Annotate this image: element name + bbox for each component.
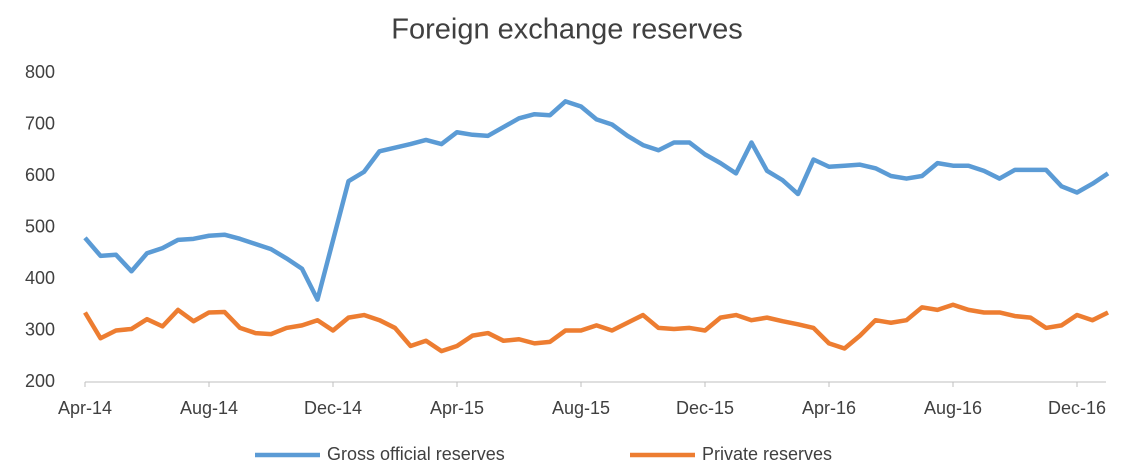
x-tick-label: Aug-16: [924, 398, 982, 418]
x-tick-label: Dec-15: [676, 398, 734, 418]
x-tick-label: Aug-15: [552, 398, 610, 418]
x-tick-label: Aug-14: [180, 398, 238, 418]
y-tick-label: 200: [25, 371, 55, 391]
x-tick-label: Dec-14: [304, 398, 362, 418]
x-tick-label: Apr-15: [430, 398, 484, 418]
y-tick-label: 500: [25, 216, 55, 236]
legend-label: Private reserves: [702, 444, 832, 464]
series-line: [83, 302, 1110, 354]
y-tick-label: 300: [25, 319, 55, 339]
y-tick-label: 700: [25, 113, 55, 133]
legend-label: Gross official reserves: [327, 444, 505, 464]
y-tick-label: 400: [25, 268, 55, 288]
y-tick-label: 800: [25, 62, 55, 82]
chart-title: Foreign exchange reserves: [391, 14, 742, 46]
x-tick-label: Dec-16: [1048, 398, 1106, 418]
series-line: [83, 99, 1110, 302]
x-tick-label: Apr-16: [802, 398, 856, 418]
x-tick-label: Apr-14: [58, 398, 112, 418]
y-tick-label: 600: [25, 165, 55, 185]
